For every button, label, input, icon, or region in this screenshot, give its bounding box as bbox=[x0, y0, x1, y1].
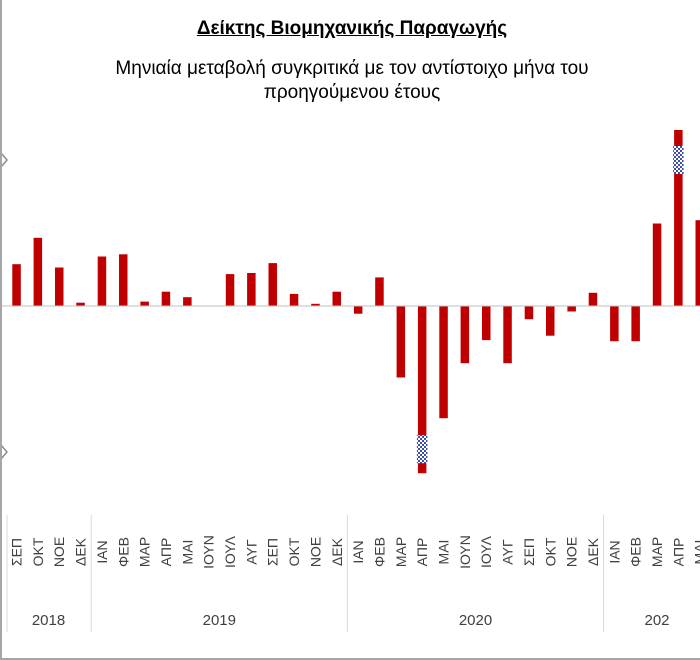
bar-26 bbox=[567, 306, 576, 312]
chart-subtitle-line-2: προηγούμενου έτους bbox=[263, 82, 441, 103]
year-label: 2019 bbox=[203, 612, 236, 629]
category-label: ΜΑΙ bbox=[692, 540, 700, 565]
category-label: ΟΚΤ bbox=[286, 537, 302, 566]
year-label: 2020 bbox=[459, 612, 492, 629]
bar-28 bbox=[610, 306, 619, 342]
year-label: 202 bbox=[644, 612, 669, 629]
category-label: ΑΠΡ bbox=[670, 538, 686, 567]
bar-10 bbox=[225, 274, 235, 306]
bar-5 bbox=[119, 254, 128, 306]
category-label: ΝΟΕ bbox=[51, 537, 67, 567]
bar-6 bbox=[140, 301, 149, 306]
chart-title: Δείκτης Βιομηχανικής Παραγωγής bbox=[196, 18, 508, 39]
chart-subtitle-line-1: Μηνιαία μεταβολή συγκριτικά με τον αντίσ… bbox=[115, 58, 589, 79]
category-label: ΣΕΠ bbox=[265, 538, 281, 566]
category-label: ΙΟΥΛ bbox=[478, 535, 494, 568]
bar-16 bbox=[353, 306, 363, 314]
category-label: ΜΑΙ bbox=[436, 540, 452, 565]
bar-30 bbox=[652, 223, 662, 306]
category-label: ΑΥΓ bbox=[243, 539, 259, 565]
category-label: ΟΚΤ bbox=[542, 537, 558, 566]
bar-11 bbox=[247, 273, 256, 306]
category-label: ΑΠΡ bbox=[414, 538, 430, 567]
category-label: ΙΟΥΝ bbox=[457, 535, 473, 569]
category-label: ΦΕΒ bbox=[372, 537, 388, 567]
category-label: ΜΑΡ bbox=[393, 537, 409, 567]
bar-29 bbox=[631, 306, 640, 342]
bar-14 bbox=[311, 303, 320, 306]
bar-12 bbox=[268, 263, 277, 306]
category-label: ΦΕΒ bbox=[115, 537, 131, 567]
category-label: ΙΑΝ bbox=[606, 540, 622, 563]
bar-22 bbox=[482, 306, 491, 341]
axis-markers-group bbox=[2, 153, 8, 459]
bar-23 bbox=[503, 306, 512, 364]
category-label: ΑΠΡ bbox=[158, 538, 174, 567]
bar-17 bbox=[375, 277, 384, 306]
bar-18 bbox=[396, 306, 406, 378]
bar-20 bbox=[439, 306, 448, 419]
category-label: ΑΥΓ bbox=[500, 539, 516, 565]
chevron-right-icon bbox=[2, 153, 8, 167]
category-label: ΦΕΒ bbox=[628, 537, 644, 567]
bar-13 bbox=[289, 293, 299, 306]
axis-break-mark bbox=[673, 146, 684, 174]
axis-break-mark bbox=[416, 435, 428, 464]
bar-31 bbox=[674, 130, 683, 306]
category-label: ΜΑΙ bbox=[179, 540, 195, 565]
bars-group bbox=[12, 130, 700, 474]
chart-subtitle: Μηνιαία μεταβολή συγκριτικά με τον αντίσ… bbox=[2, 57, 700, 105]
bar-4 bbox=[97, 256, 107, 306]
category-label: ΙΟΥΛ bbox=[222, 535, 238, 568]
category-labels-group: ΣΕΠ ΟΚΤ ΝΟΕ ΔΕΚ ΙΑΝ ΦΕΒ ΜΑΡ ΑΠΡ ΜΑΙ ΙΟΥΝ ΙΟΥΛ ΑΥΓ ΣΕ… bbox=[9, 535, 700, 569]
category-label: ΝΟΕ bbox=[307, 537, 323, 567]
bar-19 bbox=[417, 306, 427, 474]
category-label: ΝΟΕ bbox=[564, 537, 580, 567]
category-label: ΜΑΡ bbox=[649, 537, 665, 567]
category-label: ΔΕΚ bbox=[585, 537, 601, 566]
category-label: ΙΟΥΝ bbox=[201, 535, 217, 569]
chevron-right-icon bbox=[2, 445, 8, 459]
bar-15 bbox=[332, 291, 341, 306]
category-label: ΔΕΚ bbox=[329, 537, 345, 566]
category-label: ΙΑΝ bbox=[350, 540, 366, 563]
bar-0 bbox=[12, 264, 21, 306]
category-label: ΜΑΡ bbox=[137, 537, 153, 567]
bar-25 bbox=[546, 306, 555, 336]
category-label: ΟΚΤ bbox=[30, 537, 46, 566]
category-label: ΣΕΠ bbox=[9, 538, 25, 566]
bar-32 bbox=[695, 220, 700, 306]
year-label: 2018 bbox=[32, 612, 65, 629]
year-labels-group: 2018 2019 2020 202 bbox=[6, 515, 670, 632]
bar-2 bbox=[55, 267, 64, 306]
bar-7 bbox=[161, 291, 171, 306]
bar-27 bbox=[588, 292, 598, 306]
bar-3 bbox=[76, 302, 85, 306]
bar-21 bbox=[460, 306, 470, 364]
category-label: ΣΕΠ bbox=[521, 538, 537, 566]
category-label: ΔΕΚ bbox=[73, 537, 89, 566]
bar-24 bbox=[524, 306, 534, 320]
bar-8 bbox=[183, 297, 192, 306]
category-label: ΙΑΝ bbox=[94, 540, 110, 563]
bar-1 bbox=[33, 237, 43, 306]
